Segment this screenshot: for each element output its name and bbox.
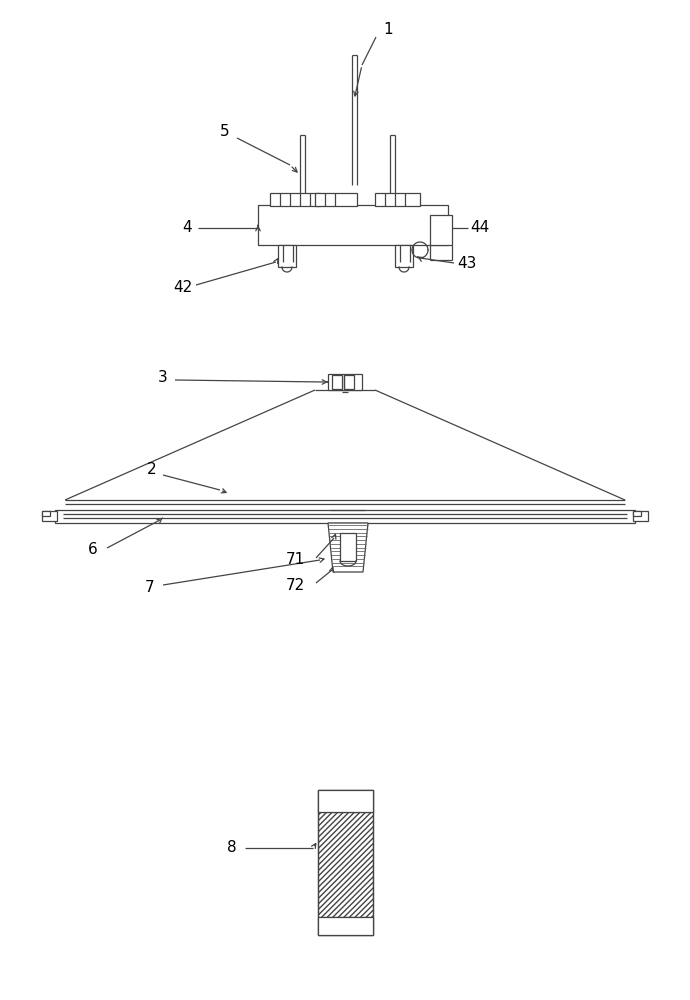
Text: 3: 3 [158,370,168,385]
Bar [318,917,373,935]
Bar [42,511,57,521]
Bar [328,374,362,390]
Bar [633,511,648,521]
Text: 2: 2 [147,462,157,478]
Bar [375,193,420,206]
Bar [344,375,354,389]
Bar [318,790,373,935]
Bar [318,790,373,812]
Polygon shape [328,523,368,572]
Text: 5: 5 [220,124,230,139]
Bar [332,375,342,389]
Text: 4: 4 [182,221,192,235]
Bar [340,533,356,561]
Bar [55,510,635,523]
Text: 43: 43 [457,255,477,270]
Bar [395,245,413,267]
Text: 71: 71 [286,552,304,568]
Bar [270,193,320,206]
Bar [318,790,373,935]
Text: 7: 7 [145,580,155,595]
Text: 42: 42 [173,280,193,296]
Text: 1: 1 [383,22,393,37]
Bar [430,215,452,245]
Bar [315,193,357,206]
Text: 72: 72 [286,578,304,592]
Text: 6: 6 [88,542,98,558]
Bar [42,511,50,516]
Bar [633,511,641,516]
Bar [278,245,296,267]
Text: 8: 8 [227,840,237,856]
Bar [258,205,448,245]
Text: 44: 44 [471,221,490,235]
